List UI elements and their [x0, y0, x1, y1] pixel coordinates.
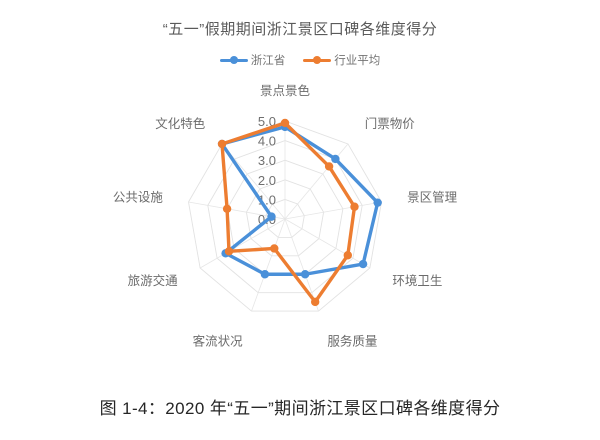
data-point-1-2 — [350, 202, 359, 211]
figure-caption-text: 图 1-4：2020 年“五一”期间浙江景区口碑各维度得分 — [99, 398, 501, 418]
axis-label-3: 环境卫生 — [392, 273, 442, 288]
legend-marker-zhejiang — [219, 55, 248, 65]
grid-ring-5 — [188, 120, 382, 312]
radar-tick-labels: 5.04.03.02.01.00.0 — [258, 114, 276, 227]
data-point-1-7 — [222, 204, 232, 213]
data-point-1-1 — [324, 162, 334, 171]
grid-spoke-4 — [284, 218, 319, 312]
tick-label-3.0: 3.0 — [258, 153, 276, 168]
radar-series-layer — [217, 118, 382, 307]
axis-label-7: 公共设施 — [113, 190, 164, 205]
figure-caption: 图 1-4：2020 年“五一”期间浙江景区口碑各维度得分 — [0, 372, 600, 440]
grid-ring-1 — [265, 198, 305, 238]
data-point-1-6 — [224, 247, 234, 256]
data-point-0-2 — [373, 198, 382, 207]
data-point-1-0 — [280, 118, 290, 128]
legend-marker-industry-average — [303, 55, 332, 65]
chart-legend: 浙江省 行业平均 — [0, 52, 600, 68]
data-point-0-4 — [300, 270, 310, 279]
data-point-1-5 — [270, 244, 279, 253]
axis-label-1: 门票物价 — [365, 116, 416, 131]
data-point-1-8 — [217, 139, 227, 149]
tick-label-2.0: 2.0 — [258, 173, 276, 188]
axis-label-2: 景区管理 — [407, 190, 458, 205]
grid-spoke-3 — [284, 218, 371, 269]
tick-label-4.0: 4.0 — [258, 134, 276, 149]
grid-spoke-2 — [284, 201, 382, 220]
data-point-0-7 — [267, 212, 276, 221]
legend-label-zhejiang: 浙江省 — [250, 55, 286, 67]
grid-ring-2 — [245, 179, 325, 257]
grid-spoke-6 — [199, 218, 286, 269]
grid-spoke-5 — [251, 218, 286, 312]
legend-label-industry-average: 行业平均 — [334, 55, 381, 67]
grid-ring-4 — [207, 140, 363, 294]
series-line-1 — [220, 121, 357, 304]
axis-label-6: 旅游交通 — [128, 273, 179, 288]
data-point-0-3 — [358, 259, 368, 269]
axis-label-8: 文化特色 — [155, 116, 206, 131]
data-point-1-3 — [343, 251, 352, 260]
data-point-0-5 — [260, 270, 270, 279]
chart-title: “五一”假期期间浙江景区口碑各维度得分 — [162, 21, 438, 38]
figure-panel: “五一”假期期间浙江景区口碑各维度得分 浙江省 行业平均 景点景色门票物价景区管… — [0, 21, 600, 352]
axis-label-0: 景点景色 — [260, 83, 311, 98]
legend-item-zhejiang[interactable]: 浙江省 — [219, 52, 286, 68]
radar-chart-area: 景点景色门票物价景区管理环境卫生服务质量 客流状况 旅游交通 公共设施 文化特色 5.0… — [0, 72, 600, 352]
tick-label-5.0: 5.0 — [258, 114, 276, 129]
axis-label-5: 客流状况 — [193, 334, 244, 349]
legend-item-industry-average[interactable]: 行业平均 — [303, 52, 380, 68]
data-point-0-1 — [331, 154, 340, 164]
data-point-1-4 — [310, 297, 320, 307]
axis-label-4: 服务质量 — [327, 334, 377, 349]
series-line-0 — [220, 125, 380, 276]
